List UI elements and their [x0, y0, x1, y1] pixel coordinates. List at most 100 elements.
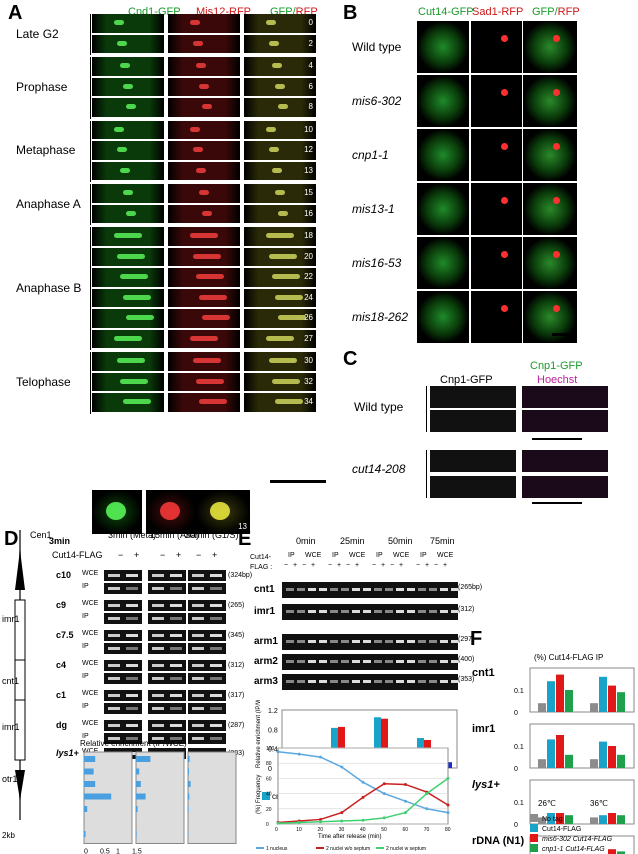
time-lapse-frame	[92, 352, 164, 371]
size-label: (400)	[458, 656, 475, 663]
zoom-frame	[92, 490, 142, 534]
gel-band	[385, 660, 393, 663]
line-xlabel: Time after release (min)	[318, 834, 381, 840]
enrichment-bar	[84, 793, 112, 800]
legend-swatch	[262, 792, 270, 800]
size-label: (265bp)	[458, 584, 483, 591]
gel-lane	[148, 613, 186, 624]
gel-band	[363, 680, 371, 683]
line-legend-label: 2 nuclei w/o septum	[326, 846, 370, 852]
gel-band	[385, 640, 393, 643]
gel-band	[126, 694, 138, 697]
gel-band	[192, 634, 204, 637]
ip-label: IP	[288, 552, 295, 559]
size-label: (345)	[228, 632, 245, 639]
enrichment-bar	[188, 756, 190, 762]
gel-band	[192, 617, 204, 620]
bar-y-tick: 0	[268, 766, 272, 773]
gel-band	[170, 587, 182, 590]
gel-band	[152, 647, 164, 650]
panel-b-letter: B	[343, 2, 358, 24]
gel-band	[152, 634, 164, 637]
gel-band	[407, 640, 415, 643]
gel-row	[282, 582, 459, 598]
time-lapse-frame	[92, 204, 164, 223]
gel-lane	[104, 660, 142, 671]
signal-spot	[278, 104, 288, 109]
size-label: (287)	[228, 722, 245, 729]
gel-band	[374, 610, 382, 613]
f-bar	[565, 815, 573, 824]
timepoint: 50min	[388, 536, 413, 546]
timepoint: 75min	[430, 536, 455, 546]
micrograph	[416, 290, 470, 344]
gel-band	[108, 724, 120, 727]
time-lapse-frame: 12	[244, 141, 316, 160]
f-bar	[617, 754, 625, 768]
time-label: 12	[304, 145, 313, 154]
gel-band	[352, 610, 360, 613]
gel-band	[170, 574, 182, 577]
f-bar	[590, 703, 598, 712]
line-point	[319, 820, 322, 824]
gel-band	[152, 617, 164, 620]
signal-spot	[199, 399, 227, 404]
enrichment-bar	[136, 806, 138, 812]
enrichment-title: Relative enrichment (IP/WCE)	[80, 739, 187, 748]
time-lapse-frame: 2	[244, 34, 316, 53]
panel-d-enrichment-chart: Relative enrichment (IP/WCE)c10c9c7.5c4c…	[80, 739, 237, 854]
gel-band	[286, 640, 294, 643]
cnp1-frame	[430, 450, 516, 472]
signal-spot	[202, 104, 212, 109]
time-lapse-frame	[92, 77, 164, 96]
panel-f-letter: F	[470, 628, 483, 650]
line-point	[425, 807, 429, 811]
gel-band	[440, 610, 448, 613]
wce-label: WCE	[437, 552, 454, 559]
time-label: 16	[304, 208, 313, 218]
gel-band	[341, 588, 349, 591]
gel-band	[108, 677, 120, 680]
stage-label: Prophase	[16, 79, 68, 94]
map-imr-box	[14, 699, 26, 761]
gel-band	[429, 680, 437, 683]
gel-band	[418, 610, 426, 613]
gel-band	[429, 610, 437, 613]
gel-lane	[104, 600, 142, 611]
gel-band	[330, 640, 338, 643]
gel-band	[440, 640, 448, 643]
gel-lane	[148, 583, 186, 594]
signal-spot	[190, 20, 200, 25]
f-temp-label: 26℃	[538, 799, 556, 808]
time-lapse-frame	[92, 268, 164, 287]
gel-band	[108, 587, 120, 590]
row-type: IP	[82, 613, 89, 620]
gel-band	[170, 617, 182, 620]
signal-spot	[114, 233, 142, 238]
time-lapse-frame	[92, 372, 164, 391]
f-bar	[608, 813, 616, 824]
row-type: IP	[82, 583, 89, 590]
panel-c-scale-bar-1	[532, 438, 582, 440]
enrichment-bar	[84, 756, 96, 762]
f-bar	[538, 703, 546, 712]
flag-sign: +	[355, 562, 360, 569]
gel-band	[108, 694, 120, 697]
merge-gfp-part: GFP/	[532, 6, 558, 18]
flag-sign: +	[293, 562, 298, 569]
gel-lane	[148, 673, 186, 684]
locus-label: c10	[56, 570, 72, 580]
micrograph	[522, 182, 578, 236]
gel-band	[341, 640, 349, 643]
gel-band	[418, 680, 426, 683]
row-type: IP	[82, 643, 89, 650]
line-x-tick: 80	[445, 827, 451, 833]
flag-label: FLAG :	[250, 564, 273, 571]
gel-band	[319, 588, 327, 591]
gel-band	[192, 724, 204, 727]
gel-lane	[188, 643, 226, 654]
time-lapse-frame	[92, 34, 164, 53]
gel-band	[407, 610, 415, 613]
signal-spot	[120, 378, 148, 384]
f-group-label: lys1+	[472, 779, 500, 791]
